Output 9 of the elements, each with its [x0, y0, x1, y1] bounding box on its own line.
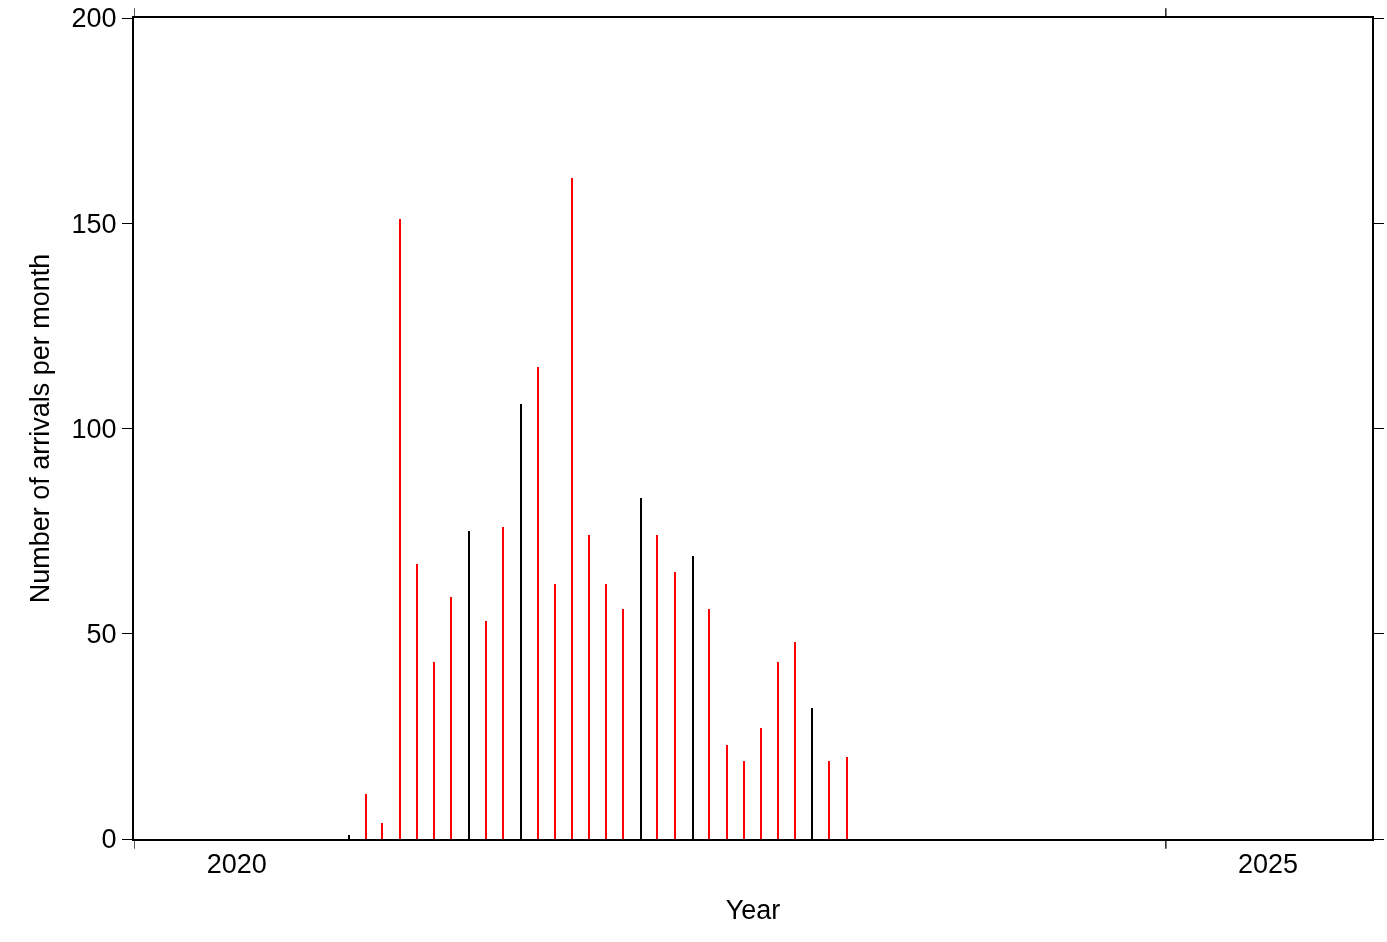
y-tick-label: 100: [71, 413, 117, 444]
x-tick-label: 2020: [206, 849, 267, 880]
y-tick-label: 50: [86, 619, 117, 650]
y-tick-label: 0: [101, 824, 117, 855]
y-tick-label: 150: [71, 208, 117, 239]
y-tick-label: 200: [71, 3, 117, 34]
y-axis-title: Number of arrivals per month: [25, 253, 56, 604]
x-tick-label: 2025: [1238, 849, 1299, 880]
x-axis-title: Year: [725, 895, 781, 926]
